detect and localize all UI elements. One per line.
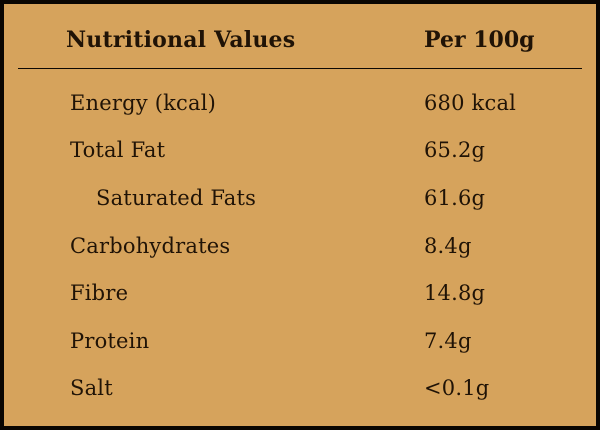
table-row-saturated-fats: Saturated Fats 61.6g [4,174,596,222]
row-label: Saturated Fats [96,185,257,210]
nutrition-rows: Energy (kcal) 680 kcal Total Fat 65.2g S… [4,69,596,426]
table-row-carbohydrates: Carbohydrates 8.4g [4,222,596,270]
row-value: 65.2g [424,138,486,163]
row-value: 61.6g [424,185,486,210]
row-label: Fibre [70,281,129,306]
row-label: Total Fat [70,138,166,163]
header-divider [18,68,582,69]
table-row-energy: Energy (kcal) 680 kcal [4,79,596,127]
table-row-total-fat: Total Fat 65.2g [4,127,596,175]
row-label: Protein [70,328,150,353]
table-header-nutritional-values: Nutritional Values [66,27,296,53]
table-row-salt: Salt <0.1g [4,364,596,412]
row-value: <0.1g [424,376,490,401]
row-value: 14.8g [424,281,486,306]
row-value: 7.4g [424,328,472,353]
table-row-protein: Protein 7.4g [4,317,596,365]
row-label: Salt [70,376,113,401]
row-value: 680 kcal [424,90,517,115]
row-value: 8.4g [424,233,472,258]
table-header-row: Nutritional Values Per 100g [4,4,596,68]
table-row-fibre: Fibre 14.8g [4,269,596,317]
table-header-per-100g: Per 100g [424,27,535,53]
row-label: Carbohydrates [70,233,231,258]
row-label: Energy (kcal) [70,90,217,115]
